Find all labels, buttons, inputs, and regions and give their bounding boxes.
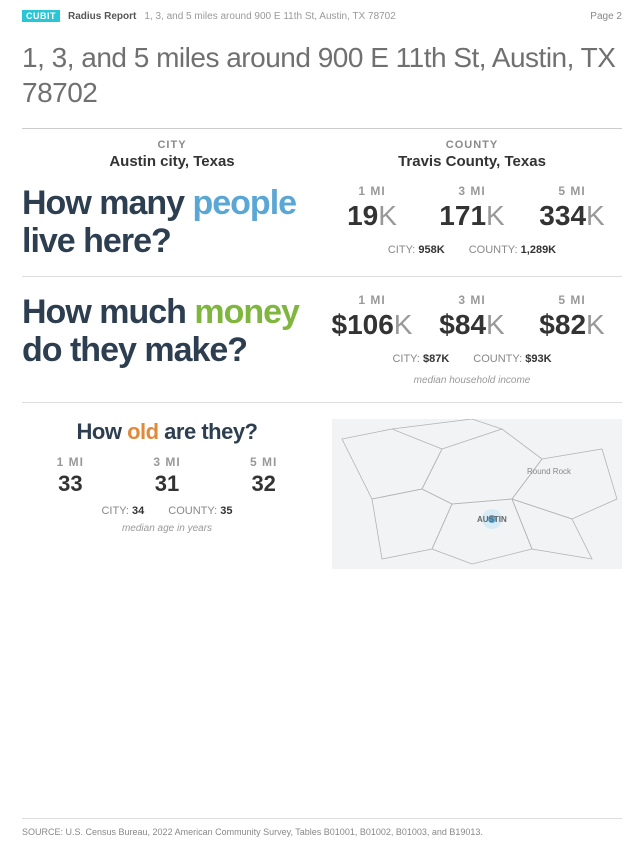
stat-mi-label: 1 MI [322,184,422,198]
stat-mi-label: 3 MI [119,455,216,469]
stat-val: 31 [119,471,216,497]
map-box: Round Rock AUSTIN [332,419,622,569]
county-value: Travis County, Texas [322,153,622,170]
q-text: How many [22,184,192,222]
stat-mi-label: 3 MI [422,184,522,198]
stat-suffix: K [486,309,505,340]
money-question: How much money do they make? [22,293,302,386]
q-highlight-money: money [194,293,299,331]
q-text: How [77,419,128,444]
sub-val: 35 [220,505,232,517]
city-county-row: CITY Austin city, Texas COUNTY Travis Co… [22,139,622,170]
top-bar: CUBIT Radius Report 1, 3, and 5 miles ar… [22,10,622,22]
age-map-section: How old are they? 1 MI 33 3 MI 31 5 MI 3… [22,419,622,569]
money-stats: 1 MI $106K 3 MI $84K 5 MI $82K CITY: $87… [322,293,622,386]
age-subrow: CITY: 34 COUNTY: 35 [22,505,312,517]
sub-label: CITY: [101,505,132,517]
report-label: Radius Report [68,11,136,22]
page-number: Page 2 [590,11,622,22]
divider [22,128,622,129]
stat-val: $82 [539,309,586,340]
divider [22,402,622,403]
age-question: How old are they? [22,419,312,445]
divider [22,276,622,277]
stat-mi-label: 5 MI [215,455,312,469]
stat-mi-label: 3 MI [422,293,522,307]
city-block: CITY Austin city, Texas [22,139,322,170]
sub-val: $93K [525,353,551,365]
sub-val: $87K [423,353,449,365]
sub-label: COUNTY: [473,353,525,365]
stat-mi-label: 1 MI [322,293,422,307]
sub-label: COUNTY: [168,505,220,517]
people-subrow: CITY: 958K COUNTY: 1,289K [322,244,622,256]
sub-label: CITY: [392,353,423,365]
sub-label: CITY: [388,244,419,256]
q-text: do they make? [22,331,247,369]
page-title: 1, 3, and 5 miles around 900 E 11th St, … [22,40,622,110]
stat-3mi: 3 MI $84K [422,293,522,341]
stat-suffix: K [586,200,605,231]
county-label: COUNTY [322,139,622,151]
stat-5mi: 5 MI 32 [215,455,312,497]
stat-suffix: K [486,200,505,231]
sub-val: 958K [418,244,444,256]
sub-val: 34 [132,505,144,517]
stat-5mi: 5 MI 334K [522,184,622,232]
stat-val: 334 [539,200,586,231]
q-text: live here? [22,222,171,260]
stat-5mi: 5 MI $82K [522,293,622,341]
city-label: CITY [22,139,322,151]
stat-val: 33 [22,471,119,497]
map-city-label: AUSTIN [477,515,507,524]
stat-val: 171 [439,200,486,231]
stat-3mi: 3 MI 171K [422,184,522,232]
age-box: How old are they? 1 MI 33 3 MI 31 5 MI 3… [22,419,312,569]
age-caption: median age in years [22,523,312,534]
stat-mi-label: 5 MI [522,293,622,307]
stat-mi-label: 1 MI [22,455,119,469]
stat-1mi: 1 MI 19K [322,184,422,232]
stat-1mi: 1 MI 33 [22,455,119,497]
stat-mi-label: 5 MI [522,184,622,198]
money-section: How much money do they make? 1 MI $106K … [22,293,622,386]
age-stats: 1 MI 33 3 MI 31 5 MI 32 [22,455,312,497]
logo-badge: CUBIT [22,10,60,22]
map-suburb-label: Round Rock [527,467,572,476]
stat-val: $106 [332,309,394,340]
sub-val: 1,289K [521,244,556,256]
stat-3mi: 3 MI 31 [119,455,216,497]
stat-val: 32 [215,471,312,497]
source-footer: SOURCE: U.S. Census Bureau, 2022 America… [22,818,622,837]
stat-1mi: 1 MI $106K [322,293,422,341]
people-question: How many people live here? [22,184,302,260]
city-value: Austin city, Texas [22,153,322,170]
county-block: COUNTY Travis County, Texas [322,139,622,170]
stat-val: $84 [439,309,486,340]
stat-suffix: K [378,200,397,231]
people-section: How many people live here? 1 MI 19K 3 MI… [22,184,622,260]
q-text: are they? [159,419,258,444]
q-highlight-people: people [192,184,296,222]
money-subrow: CITY: $87K COUNTY: $93K [322,353,622,365]
report-subtitle: 1, 3, and 5 miles around 900 E 11th St, … [144,11,395,22]
sub-label: COUNTY: [469,244,521,256]
stat-suffix: K [394,309,413,340]
q-highlight-old: old [127,419,159,444]
people-stats: 1 MI 19K 3 MI 171K 5 MI 334K CITY: 958K … [322,184,622,260]
stat-suffix: K [586,309,605,340]
q-text: How much [22,293,194,331]
map-svg: Round Rock AUSTIN [332,419,622,569]
stat-val: 19 [347,200,378,231]
money-caption: median household income [322,375,622,386]
